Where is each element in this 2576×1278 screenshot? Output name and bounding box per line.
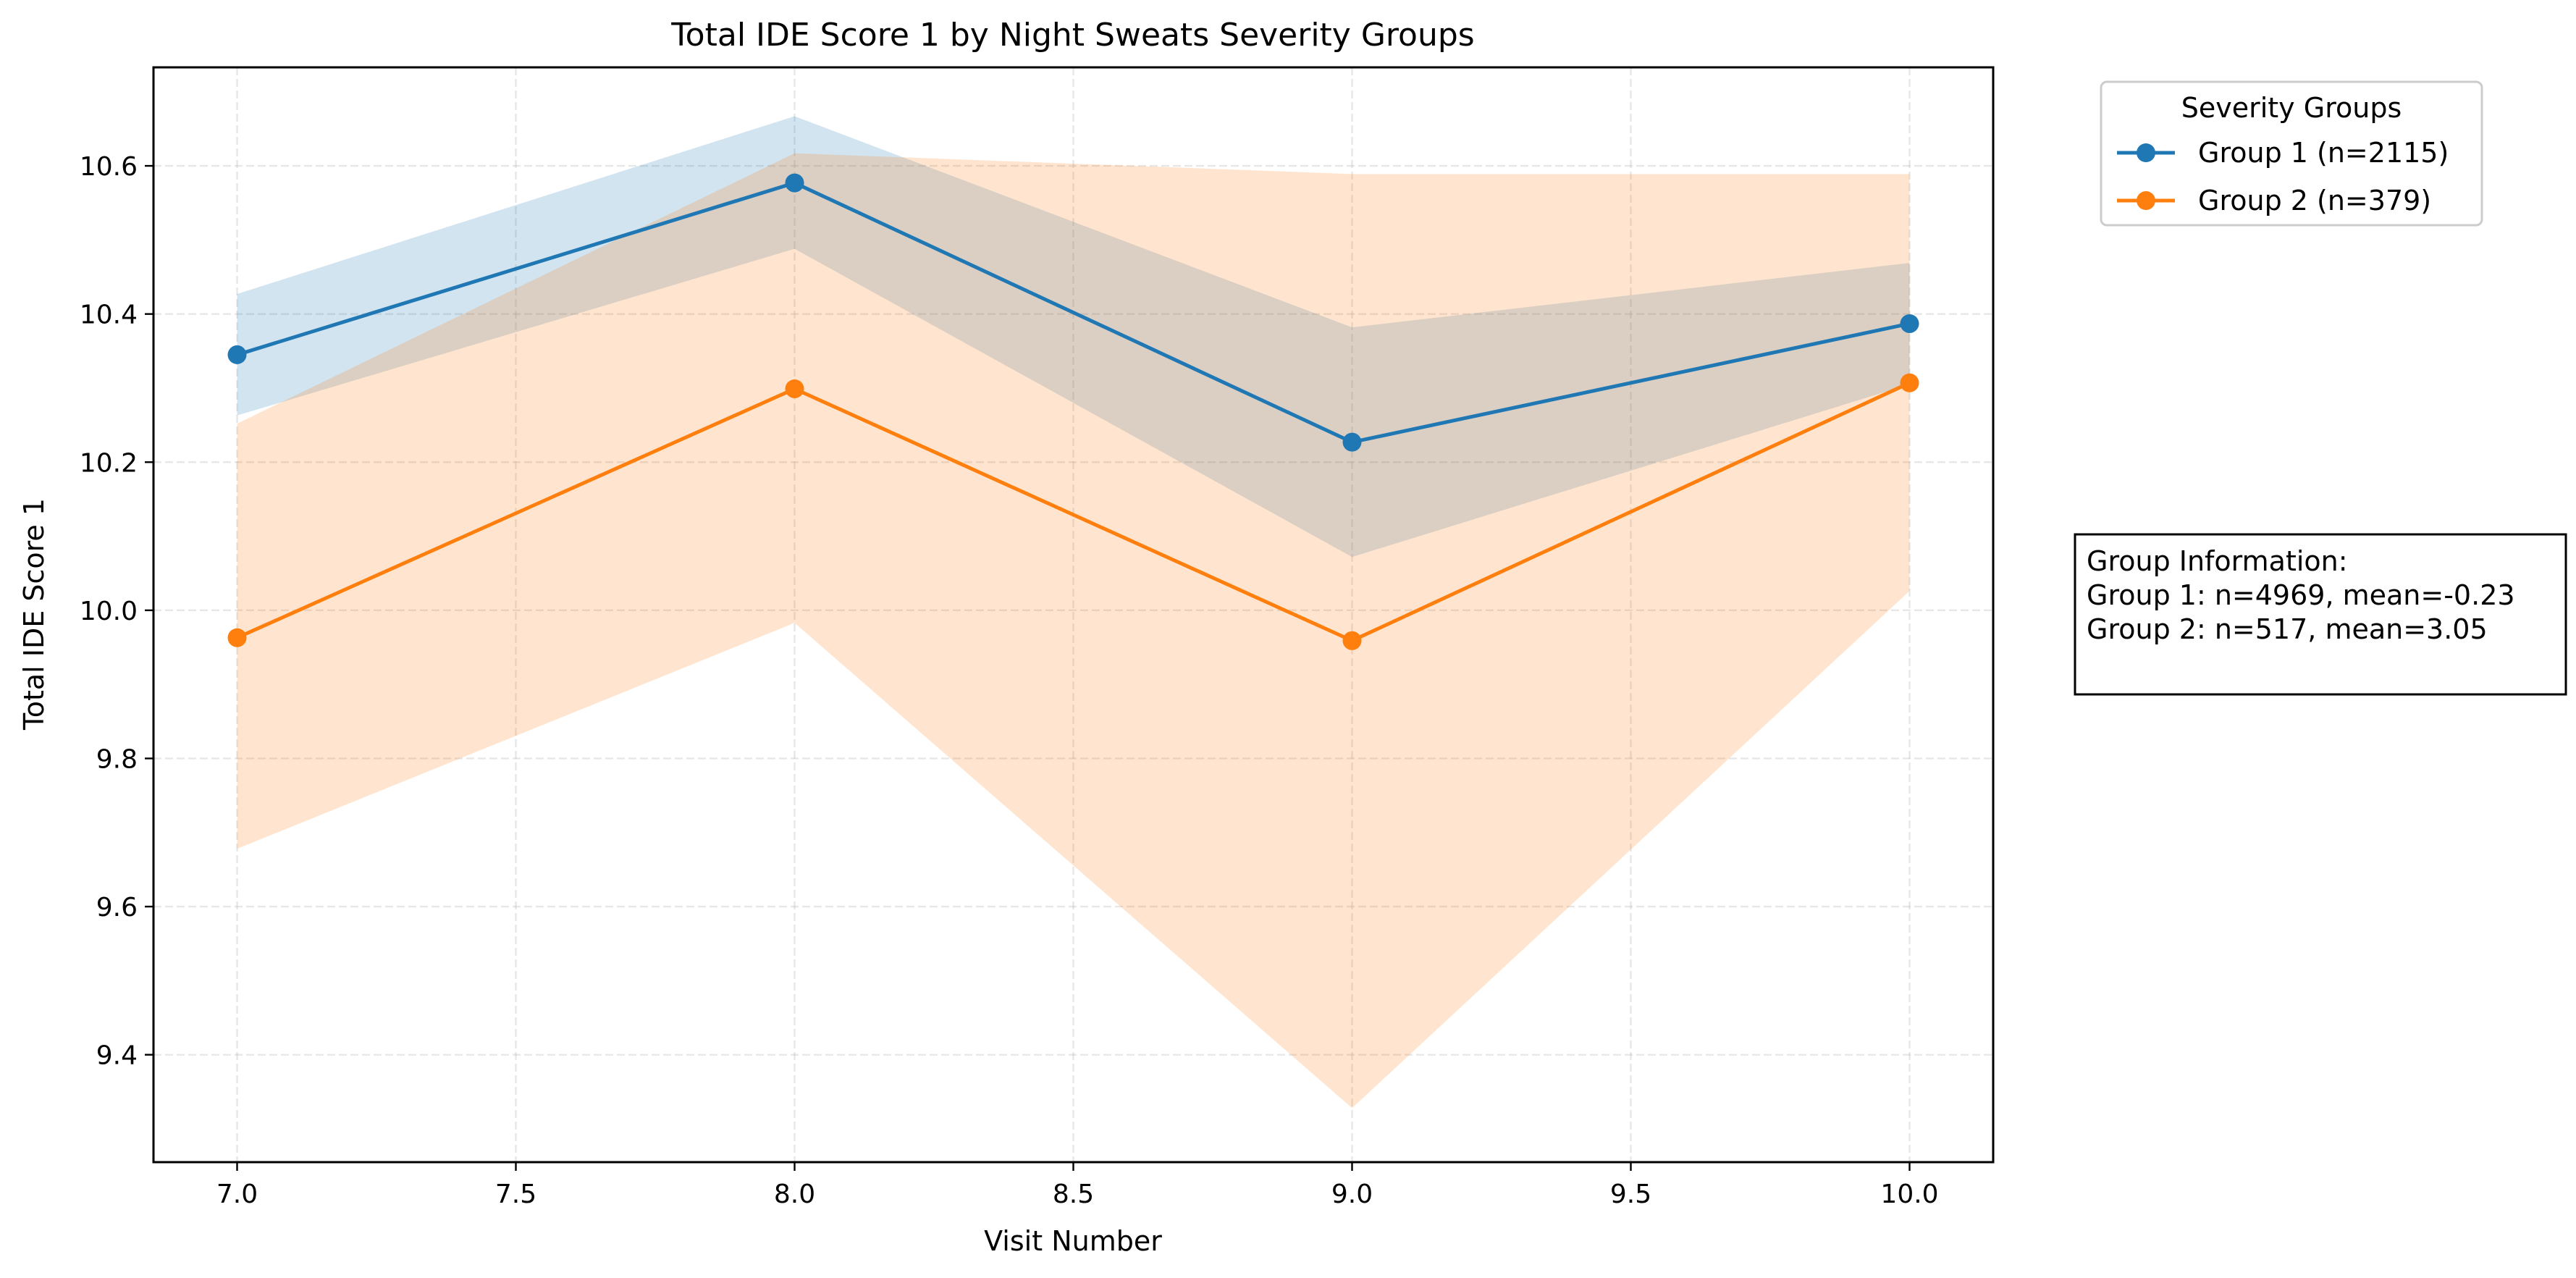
group-info-frame (2074, 533, 2567, 696)
x-tick-label: 9.0 (1331, 1180, 1373, 1209)
y-tick-label: 10.4 (80, 300, 138, 330)
series-2-line (236, 381, 1911, 643)
group-info-box: Group Information:Group 1: n=4969, mean=… (2074, 533, 2567, 696)
x-tick-label: 8.5 (1053, 1180, 1094, 1209)
y-tick-label: 9.4 (96, 1041, 138, 1071)
group-info-line-1: Group Information: (2087, 545, 2348, 577)
y-axis-label: Total IDE Score 1 (18, 498, 50, 731)
legend: Severity Groups Group 1 (n=2115) Group 2 (… (2100, 80, 2483, 227)
legend-marker-1 (2137, 143, 2155, 162)
series-1-point (785, 173, 804, 193)
y-tick-label: 10.0 (80, 597, 138, 626)
series-2-point (1342, 631, 1362, 650)
x-tick-label: 10.0 (1880, 1180, 1938, 1209)
chart-title: Total IDE Score 1 by Night Sweats Severi… (670, 17, 1474, 54)
series-1-point (1342, 432, 1362, 452)
series-2-point (785, 379, 804, 398)
x-tick-label: 8.0 (774, 1180, 815, 1209)
legend-label-2: Group 2 (n=379) (2198, 185, 2431, 216)
series-1-point (1900, 314, 1919, 333)
series-2-point (227, 628, 247, 647)
group-info-line-2: Group 1: n=4969, mean=-0.23 (2087, 579, 2515, 611)
y-tick-label: 9.8 (96, 744, 138, 774)
x-tick-label: 7.5 (495, 1180, 536, 1209)
x-axis-label: Visit Number (984, 1225, 1162, 1257)
series-1-point (227, 345, 247, 364)
series-1-line (236, 180, 1911, 445)
y-tick-label: 9.6 (96, 893, 138, 922)
legend-box (2100, 80, 2483, 227)
y-tick-label: 10.2 (80, 448, 138, 478)
x-tick-label: 9.5 (1610, 1180, 1651, 1209)
x-tick-label: 7.0 (216, 1180, 258, 1209)
legend-title: Severity Groups (2181, 92, 2402, 124)
legend-label-1: Group 1 (n=2115) (2198, 137, 2449, 169)
series-2-band (237, 153, 1910, 1109)
series-2-point (1900, 373, 1919, 392)
group-info-line-3: Group 2: n=517, mean=3.05 (2087, 613, 2488, 645)
legend-marker-2 (2137, 191, 2155, 210)
y-tick-label: 10.6 (80, 152, 138, 182)
